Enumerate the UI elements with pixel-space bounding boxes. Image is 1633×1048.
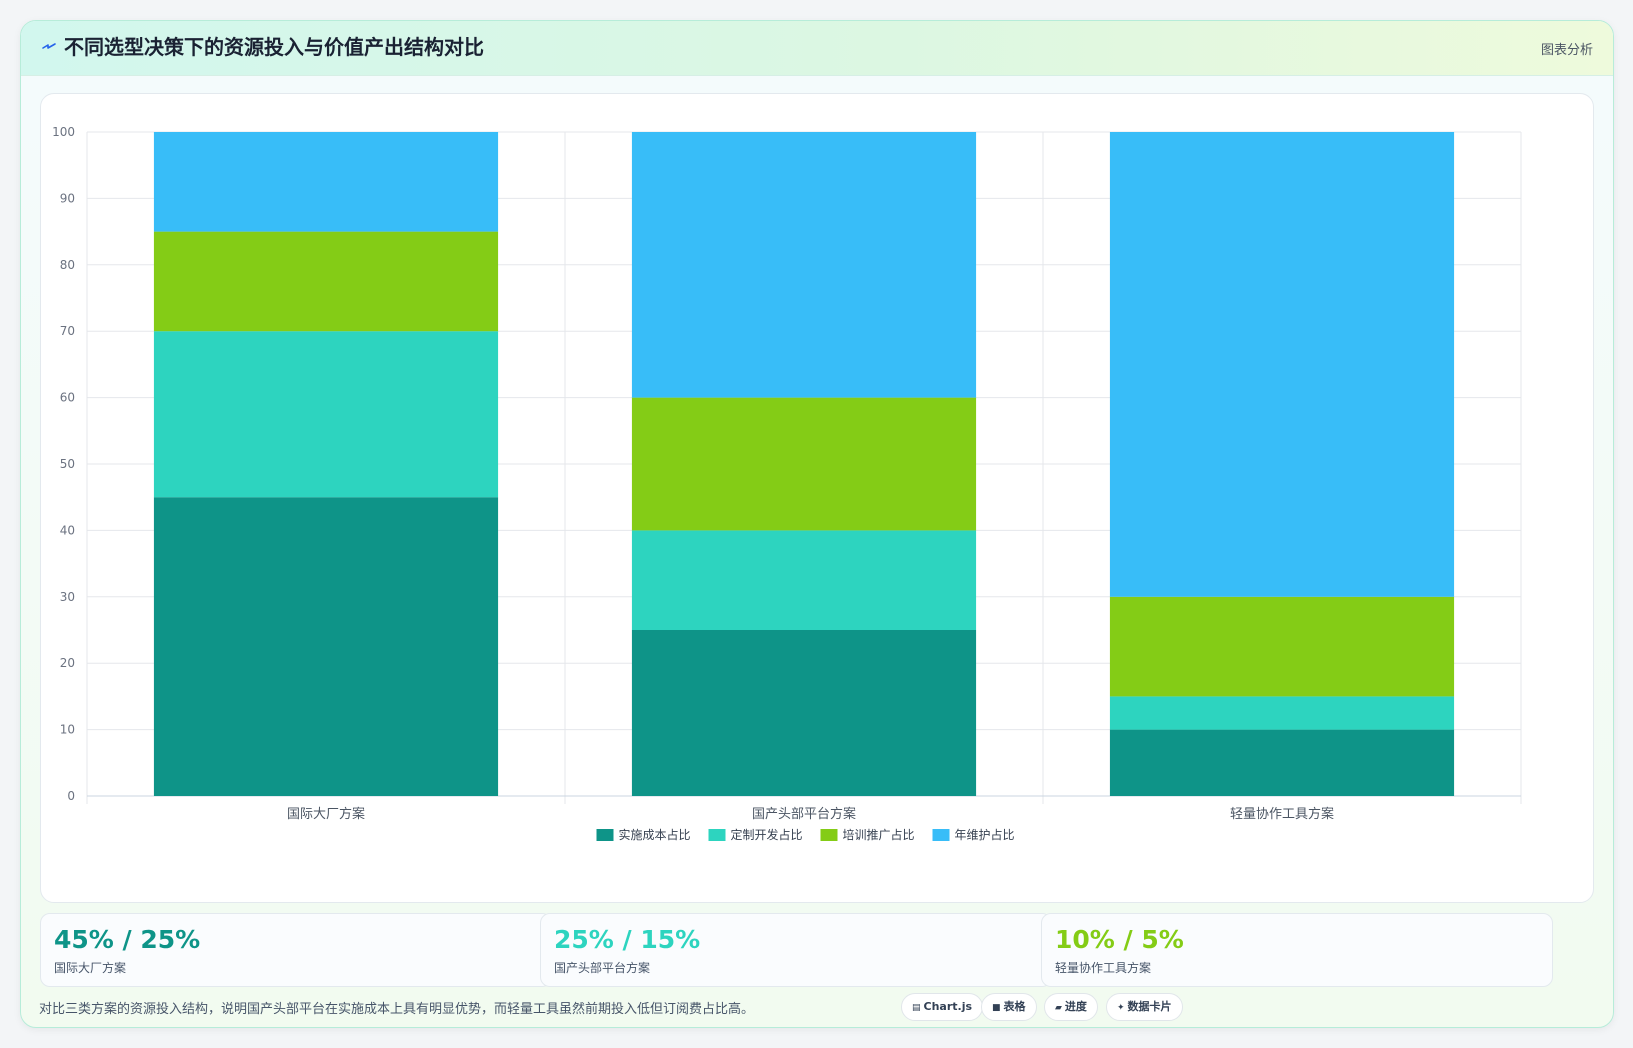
stat-label: 国际大厂方案 <box>54 961 127 975</box>
tag-data-card[interactable]: ✦ 数据卡片 <box>1106 993 1183 1021</box>
legend-label: 定制开发占比 <box>731 827 803 842</box>
stat-value: 10% / 5% <box>1055 925 1184 954</box>
y-tick-label: 60 <box>60 391 75 405</box>
stat-card-international: 45% / 25% 国际大厂方案 <box>40 913 552 987</box>
tag-chartjs[interactable]: ▤ Chart.js <box>901 993 984 1021</box>
tag-label: 进度 <box>1064 1000 1087 1013</box>
bar-segment <box>631 530 977 630</box>
tag-label: 数据卡片 <box>1127 1000 1172 1013</box>
tag-label: 表格 <box>1003 1000 1026 1013</box>
bar-segment <box>153 497 499 796</box>
bar-segment <box>631 397 977 531</box>
y-tick-label: 70 <box>60 324 75 338</box>
y-tick-label: 30 <box>60 590 75 604</box>
y-tick-label: 100 <box>52 125 75 139</box>
y-tick-label: 20 <box>60 656 75 670</box>
tag-label: Chart.js <box>923 1000 973 1013</box>
legend-swatch <box>820 829 838 841</box>
y-tick-label: 80 <box>60 258 75 272</box>
bar-segment <box>1109 132 1455 597</box>
lightning-icon <box>42 43 56 49</box>
footer-description: 对比三类方案的资源投入结构，说明国产头部平台在实施成本上具有明显优势，而轻量工具… <box>39 1002 755 1017</box>
bar-segment <box>631 132 977 398</box>
y-tick-label: 90 <box>60 191 75 205</box>
card-header: 不同选型决策下的资源投入与价值产出结构对比 图表分析 <box>21 21 1613 76</box>
page-title: 不同选型决策下的资源投入与价值产出结构对比 <box>64 35 484 59</box>
x-tick-label: 国产头部平台方案 <box>752 806 856 822</box>
stat-label: 轻量协作工具方案 <box>1055 961 1152 975</box>
legend-swatch <box>596 829 614 841</box>
progress-icon: ▰ <box>1055 1003 1062 1013</box>
legend-label: 年维护占比 <box>955 827 1015 842</box>
chart-card: 不同选型决策下的资源投入与价值产出结构对比 图表分析 0 10 20 30 40 50 60… <box>20 20 1614 1028</box>
chart-icon: ▤ <box>912 1003 921 1013</box>
y-tick-label: 50 <box>60 457 75 471</box>
stat-value: 25% / 15% <box>554 925 701 954</box>
table-icon: ■ <box>992 1003 1001 1013</box>
bar-segment <box>1109 696 1455 730</box>
x-tick-label: 轻量协作工具方案 <box>1230 806 1334 822</box>
tag-table[interactable]: ■ 表格 <box>981 993 1037 1021</box>
bar-segment <box>1109 596 1455 697</box>
x-tick-label: 国际大厂方案 <box>287 806 365 822</box>
bar-segment <box>153 132 499 232</box>
legend-label: 培训推广占比 <box>843 827 915 842</box>
tag-progress[interactable]: ▰ 进度 <box>1044 993 1098 1021</box>
bar-segment <box>153 331 499 498</box>
y-tick-label: 40 <box>60 523 75 537</box>
sparkle-icon: ✦ <box>1117 1003 1125 1013</box>
y-tick-label: 0 <box>67 789 75 803</box>
stat-card-domestic: 25% / 15% 国产头部平台方案 <box>540 913 1052 987</box>
chart-panel: 0 10 20 30 40 50 60 70 80 90 100 国际大厂方案 国产头部平台方案 轻量协作… <box>40 93 1594 903</box>
bar-segment <box>153 231 499 332</box>
y-tick-label: 10 <box>60 723 75 737</box>
chart-analysis-link[interactable]: 图表分析 <box>1540 43 1593 58</box>
stat-cards: 45% / 25% 国际大厂方案 25% / 15% 国产头部平台方案 10% … <box>40 913 1594 987</box>
stat-value: 45% / 25% <box>54 925 201 954</box>
stacked-bar-chart: 0 10 20 30 40 50 60 70 80 90 100 国际大厂方案 国产头部平台方案 轻量协作… <box>52 125 1522 842</box>
bar-segment <box>631 630 977 796</box>
legend-label: 实施成本占比 <box>619 827 691 842</box>
stat-label: 国产头部平台方案 <box>554 961 651 975</box>
stat-card-lightweight: 10% / 5% 轻量协作工具方案 <box>1041 913 1553 987</box>
bar-segment <box>1109 729 1455 796</box>
legend-swatch <box>708 829 726 841</box>
legend-swatch <box>932 829 950 841</box>
